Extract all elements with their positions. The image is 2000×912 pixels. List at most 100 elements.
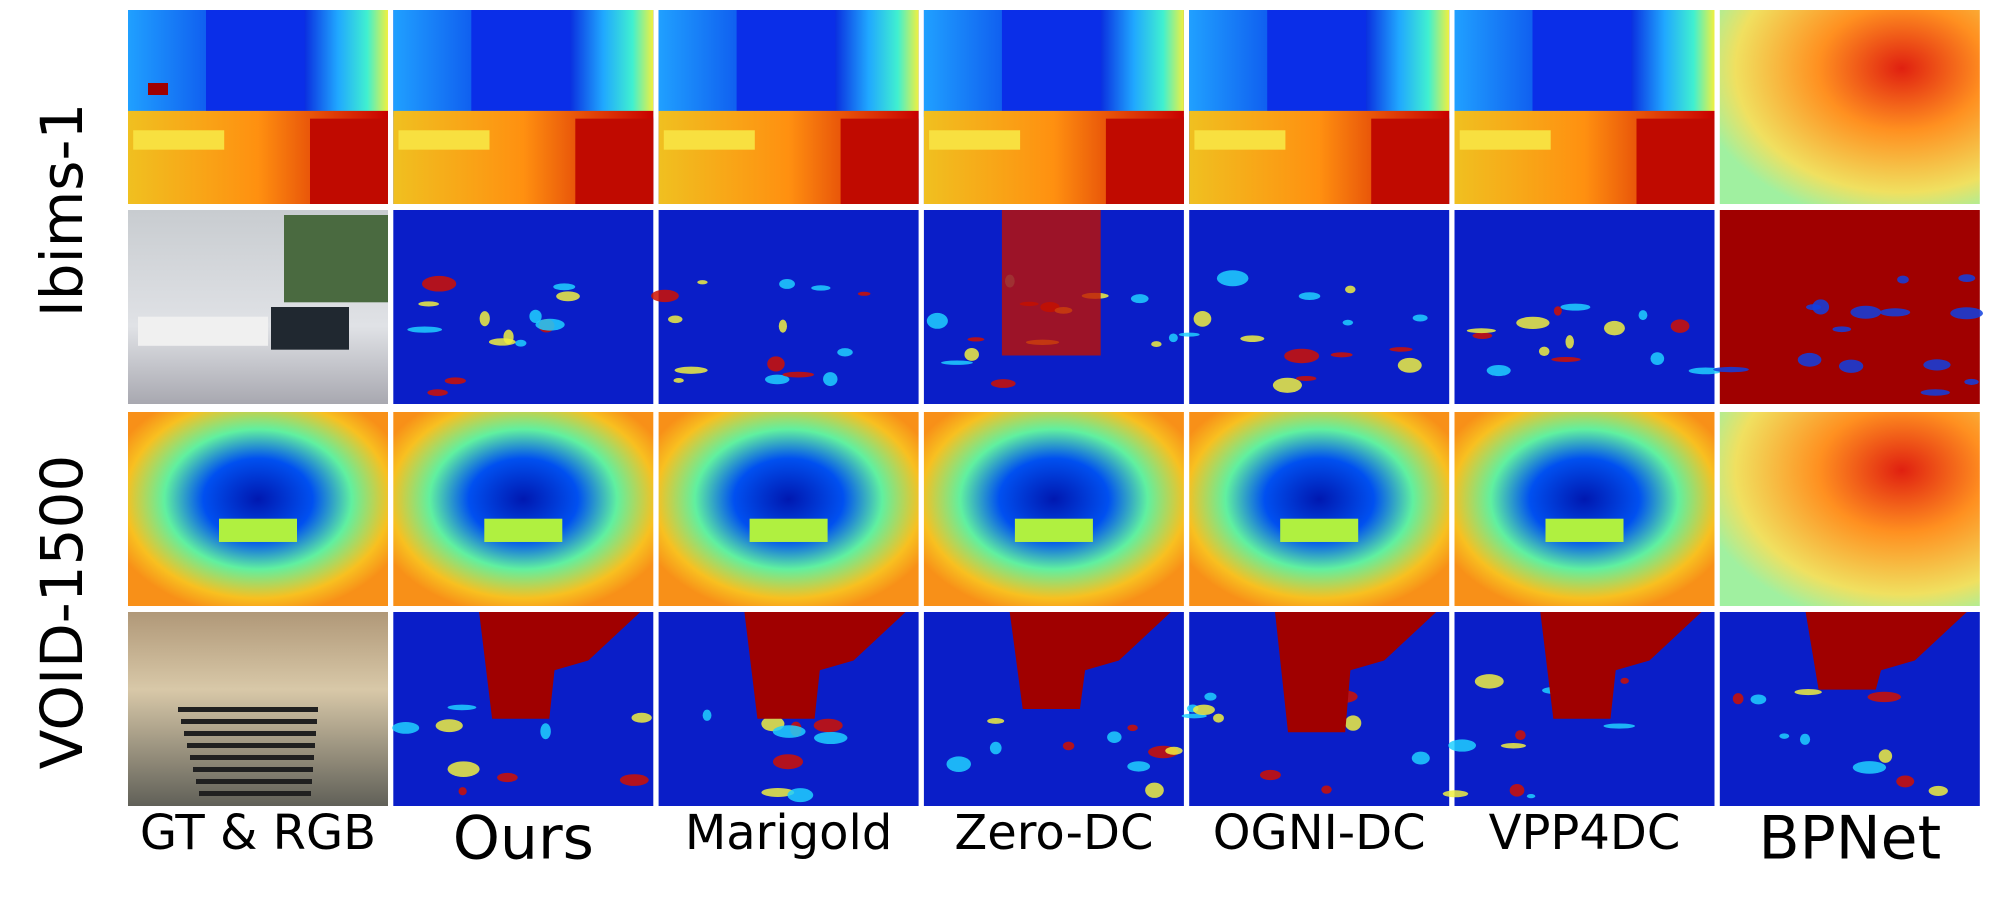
wall-left — [393, 10, 472, 117]
error-blob — [1216, 270, 1249, 287]
marker — [148, 83, 168, 95]
error-blob — [1181, 713, 1207, 719]
error-blob — [1345, 285, 1356, 294]
figure-column — [923, 10, 1184, 806]
error-region — [1275, 612, 1437, 733]
poster — [284, 215, 388, 303]
error-blob — [779, 279, 795, 289]
error-blob — [1412, 314, 1428, 322]
error-region — [479, 612, 641, 719]
error-blob — [529, 309, 542, 323]
error-blob — [765, 374, 790, 385]
error-blob — [987, 717, 1005, 724]
error-region — [1009, 612, 1171, 709]
error-blob — [1442, 790, 1469, 798]
error-blob — [814, 731, 848, 745]
error-blob — [553, 283, 576, 291]
error-blob — [1896, 775, 1915, 788]
error-map — [393, 210, 654, 404]
error-blob — [767, 356, 785, 372]
column-label: VPP4DC — [1489, 805, 1681, 861]
error-blob — [1832, 326, 1852, 333]
cabinet — [1105, 118, 1184, 204]
error-blob — [1411, 751, 1430, 765]
error-blob — [1838, 359, 1864, 373]
table — [398, 130, 490, 150]
error-blob — [1604, 320, 1625, 336]
error-blob — [990, 379, 1016, 388]
depth-map — [1189, 412, 1450, 606]
error-blob — [1551, 356, 1581, 362]
cabinet — [1371, 118, 1450, 204]
error-blob — [1806, 304, 1821, 311]
error-blob — [1867, 691, 1902, 703]
wall-left — [923, 10, 1002, 117]
error-blob — [1650, 352, 1665, 365]
floor-patch — [749, 518, 828, 542]
error-blob — [1204, 692, 1217, 701]
error-blob — [1213, 713, 1224, 723]
error-blob — [1321, 785, 1332, 794]
error-blob — [1240, 335, 1265, 342]
error-map — [1189, 210, 1450, 404]
error-blob — [1950, 307, 1983, 320]
error-blob — [1565, 335, 1574, 349]
cabinet — [575, 118, 654, 204]
error-blob — [392, 722, 420, 734]
error-blob — [1145, 782, 1164, 798]
error-region — [1001, 210, 1101, 356]
error-blob — [823, 372, 838, 387]
error-blob — [1560, 303, 1591, 311]
error-blob — [668, 315, 683, 324]
error-blob — [782, 371, 815, 378]
table — [663, 130, 755, 150]
error-blob — [1486, 365, 1511, 377]
error-blob — [1397, 357, 1422, 373]
floor-patch — [1545, 518, 1624, 542]
error-blob — [778, 319, 788, 333]
wall-left — [1189, 10, 1268, 117]
error-blob — [619, 774, 649, 786]
wall-right — [570, 10, 654, 117]
error-blob — [479, 311, 490, 327]
wall-right — [1100, 10, 1184, 117]
stair-step — [178, 707, 318, 712]
depth-map — [1719, 10, 1980, 204]
depth-map — [1454, 412, 1715, 606]
stair-step — [196, 779, 312, 784]
stair-step — [193, 767, 313, 772]
error-blob — [1472, 332, 1493, 340]
column-label: Zero-DC — [954, 805, 1153, 861]
error-blob — [1151, 341, 1162, 348]
error-blob — [1193, 704, 1215, 715]
error-blob — [556, 291, 580, 302]
error-blob — [1620, 677, 1629, 684]
depth-map — [923, 412, 1184, 606]
error-blob — [1920, 389, 1950, 396]
error-blob — [1342, 319, 1354, 326]
desk — [138, 316, 268, 346]
error-blob — [1259, 769, 1281, 781]
error-region — [1805, 612, 1967, 690]
error-blob — [1779, 733, 1790, 739]
error-blob — [1062, 741, 1075, 751]
error-blob — [1553, 306, 1562, 316]
error-blob — [1794, 689, 1822, 696]
error-blob — [418, 301, 439, 307]
error-blob — [1298, 292, 1321, 300]
error-blob — [1638, 310, 1648, 321]
error-blob — [458, 787, 467, 796]
stair-step — [199, 791, 311, 796]
error-blob — [1958, 274, 1976, 283]
error-blob — [421, 275, 457, 292]
error-blob — [1799, 733, 1811, 745]
table — [1459, 130, 1551, 150]
error-blob — [1178, 332, 1200, 337]
cabinet — [310, 118, 388, 204]
wall-right — [1366, 10, 1450, 117]
error-blob — [1509, 783, 1525, 797]
error-blob — [1448, 739, 1477, 752]
error-blob — [1670, 319, 1690, 333]
error-blob — [651, 289, 679, 303]
